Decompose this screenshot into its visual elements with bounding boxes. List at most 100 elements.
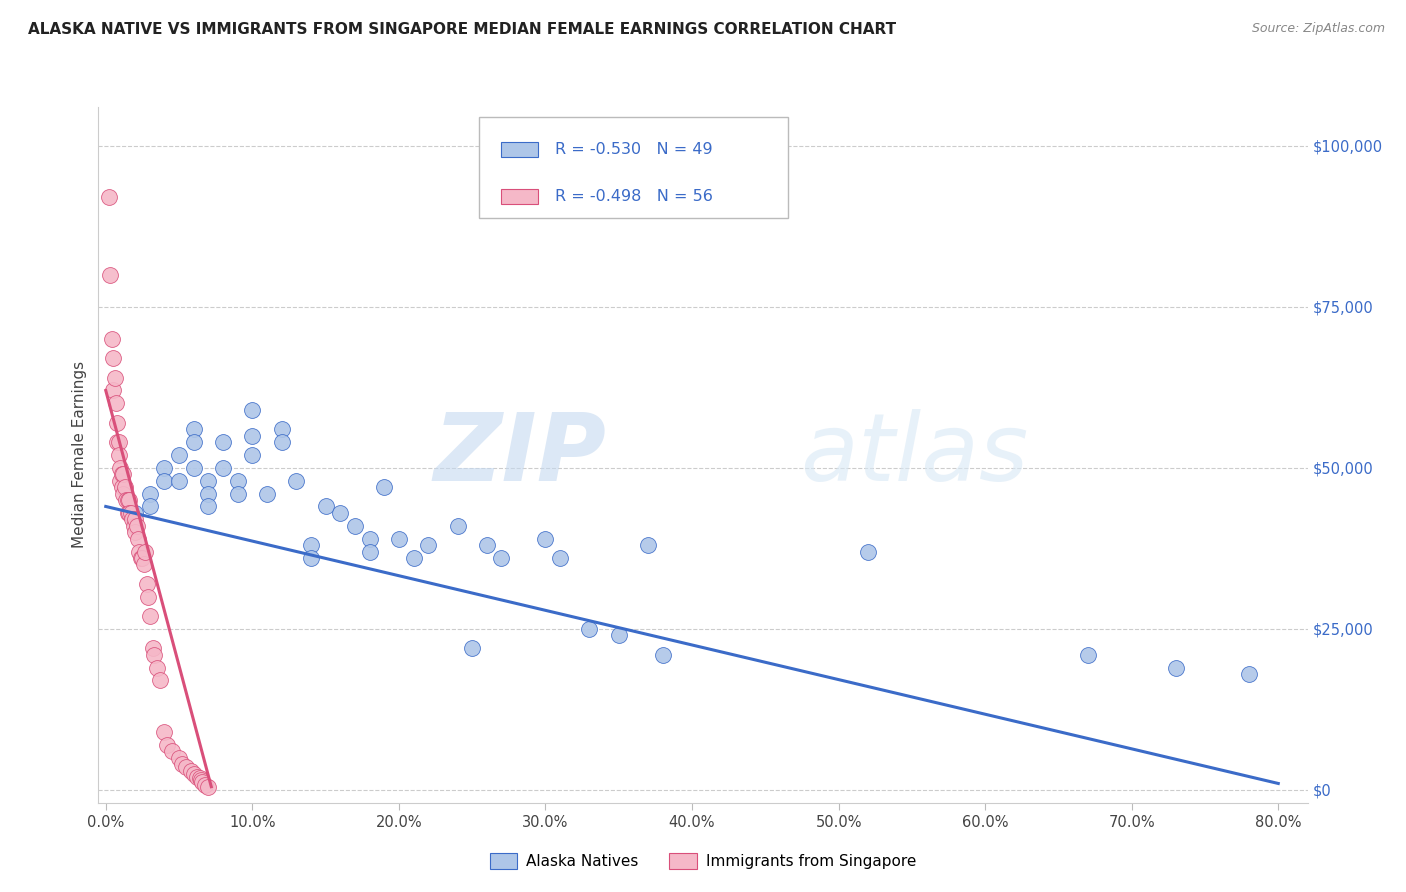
Point <box>176 760 198 774</box>
Point <box>129 551 152 566</box>
Point <box>651 648 673 662</box>
Point <box>107 435 129 450</box>
Point <box>548 551 571 566</box>
Point <box>120 506 142 520</box>
Point <box>186 770 208 784</box>
Point <box>142 641 165 656</box>
Point <box>107 416 129 430</box>
Point <box>212 435 235 450</box>
Point <box>388 532 411 546</box>
Text: atlas: atlas <box>800 409 1028 500</box>
Point <box>153 460 176 475</box>
Point <box>112 486 135 500</box>
Point <box>475 538 498 552</box>
Point <box>117 506 139 520</box>
Point <box>100 332 122 346</box>
Point <box>197 474 219 488</box>
Point <box>114 480 136 494</box>
Point <box>167 474 190 488</box>
Point <box>1164 660 1187 674</box>
Point <box>135 576 157 591</box>
Point <box>117 493 139 508</box>
Text: ALASKA NATIVE VS IMMIGRANTS FROM SINGAPORE MEDIAN FEMALE EARNINGS CORRELATION CH: ALASKA NATIVE VS IMMIGRANTS FROM SINGAPO… <box>28 22 896 37</box>
FancyBboxPatch shape <box>501 142 538 157</box>
Point <box>191 775 214 789</box>
Point <box>285 474 308 488</box>
Text: Source: ZipAtlas.com: Source: ZipAtlas.com <box>1251 22 1385 36</box>
Point <box>101 384 124 398</box>
Point <box>122 518 145 533</box>
Point <box>461 641 484 656</box>
Point <box>183 460 205 475</box>
Point <box>197 486 219 500</box>
Y-axis label: Median Female Earnings: Median Female Earnings <box>72 361 87 549</box>
Point <box>167 448 190 462</box>
Point <box>110 474 132 488</box>
Point <box>446 518 468 533</box>
Point <box>105 396 128 410</box>
Point <box>101 351 124 366</box>
Point <box>212 460 235 475</box>
Point <box>299 551 322 566</box>
Point <box>256 486 278 500</box>
Point <box>180 764 202 778</box>
Point <box>856 544 879 558</box>
Point <box>607 628 630 642</box>
Point <box>240 448 263 462</box>
Point <box>149 673 172 688</box>
Point <box>1077 648 1099 662</box>
Point <box>112 467 135 482</box>
Point <box>156 738 179 752</box>
Point <box>138 609 160 624</box>
Point <box>183 422 205 436</box>
Point <box>124 512 146 526</box>
Point <box>197 780 219 794</box>
Point <box>329 506 352 520</box>
Point <box>138 500 160 514</box>
Point <box>125 518 148 533</box>
Point <box>167 750 190 764</box>
Point <box>190 773 212 788</box>
Point <box>491 551 513 566</box>
Point <box>226 486 249 500</box>
Point <box>637 538 659 552</box>
Point <box>127 532 149 546</box>
Point <box>121 512 143 526</box>
Point <box>194 778 217 792</box>
Point <box>143 648 166 662</box>
Point <box>111 480 134 494</box>
Point <box>343 518 366 533</box>
Point <box>131 551 153 566</box>
Point <box>108 435 131 450</box>
Point <box>315 500 337 514</box>
Point <box>98 268 121 282</box>
Point <box>160 744 183 758</box>
Point <box>134 544 156 558</box>
Point <box>108 448 131 462</box>
Text: R = -0.530   N = 49: R = -0.530 N = 49 <box>555 142 713 157</box>
Point <box>1237 667 1260 681</box>
Point <box>418 538 440 552</box>
Point <box>299 538 322 552</box>
Point <box>170 757 193 772</box>
Point <box>373 480 395 494</box>
Point <box>97 190 120 204</box>
Point <box>240 402 263 417</box>
Point <box>197 500 219 514</box>
FancyBboxPatch shape <box>479 118 787 219</box>
Point <box>115 493 138 508</box>
Point <box>183 435 205 450</box>
Text: ZIP: ZIP <box>433 409 606 501</box>
Point <box>128 544 150 558</box>
Point <box>270 435 292 450</box>
Text: R = -0.498   N = 56: R = -0.498 N = 56 <box>555 189 713 203</box>
Point <box>359 544 381 558</box>
Point <box>118 506 141 520</box>
Point <box>240 428 263 442</box>
Point <box>188 772 211 786</box>
Point <box>146 660 169 674</box>
Point <box>270 422 292 436</box>
Point <box>118 493 141 508</box>
Point <box>124 506 146 520</box>
Point <box>111 467 134 482</box>
